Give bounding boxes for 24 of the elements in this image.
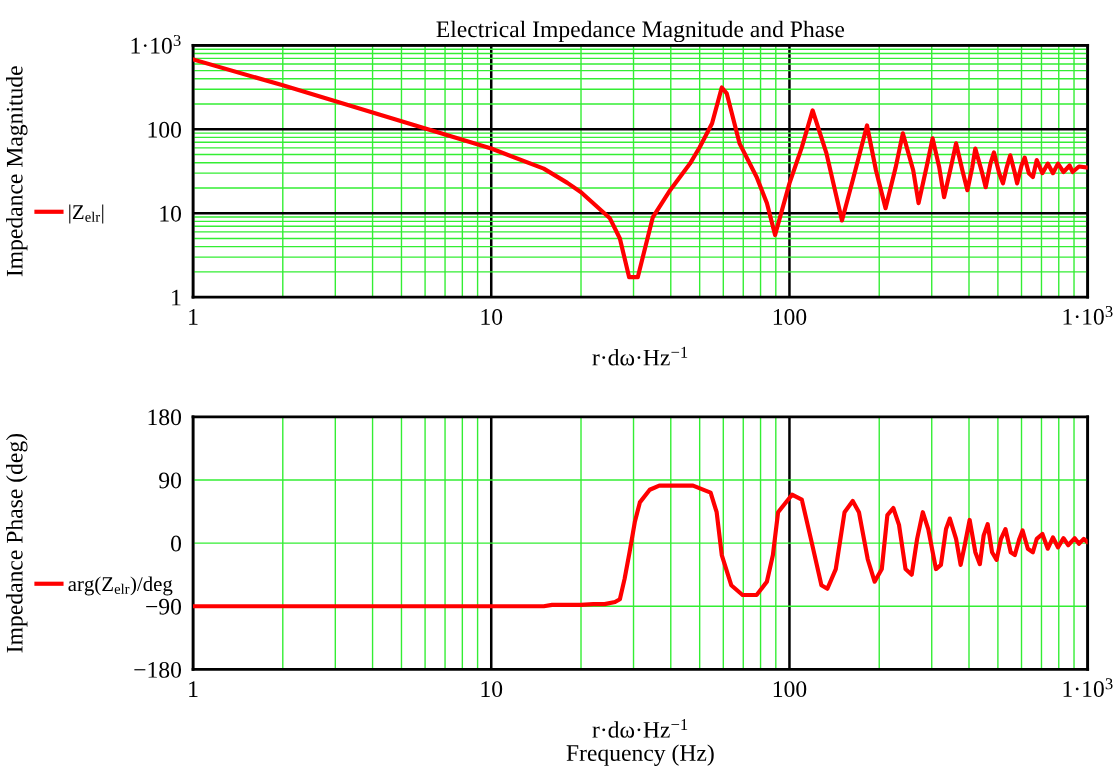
- x-tick-label: 100: [773, 308, 807, 325]
- y-tick-label: 180: [148, 409, 182, 426]
- legend-label: |Z$_{elr}$|: [69, 204, 104, 224]
- y-tick-label: 10: [160, 205, 182, 222]
- chart-title: Electrical Impedance Magnitude and Phase: [436, 20, 845, 43]
- x-tick-label: 1·10$^{3}$: [1063, 678, 1113, 697]
- x-tick-label: 1·10$^{3}$: [1063, 306, 1113, 325]
- x-tick-label: 10: [481, 681, 503, 698]
- x-tick-label: 10: [481, 308, 503, 325]
- y-tick-label: 1: [172, 289, 181, 306]
- legend-label: arg(Z$_{elr}$)/deg: [68, 576, 173, 596]
- x-tick-label: 1: [189, 309, 198, 325]
- y-tick-label: −180: [134, 661, 182, 678]
- x-tick-label: 1: [189, 681, 198, 697]
- y-tick-label: 0: [171, 535, 182, 552]
- x-tick-label: 100: [773, 681, 807, 698]
- y-axis-title: Impedance Magnitude: [6, 66, 28, 277]
- x-axis-title: r·dω·Hz$^{−1}$: [592, 346, 688, 366]
- y-axis-title: Impedance Phase (deg): [6, 434, 28, 653]
- y-tick-label: 1·10$^{3}$: [131, 34, 181, 54]
- x-axis-title: r·dω·Hz$^{−1}$ Frequency (Hz): [566, 719, 714, 766]
- y-tick-label: −90: [146, 598, 182, 615]
- y-tick-label: 100: [148, 121, 182, 138]
- y-tick-label: 90: [159, 472, 182, 489]
